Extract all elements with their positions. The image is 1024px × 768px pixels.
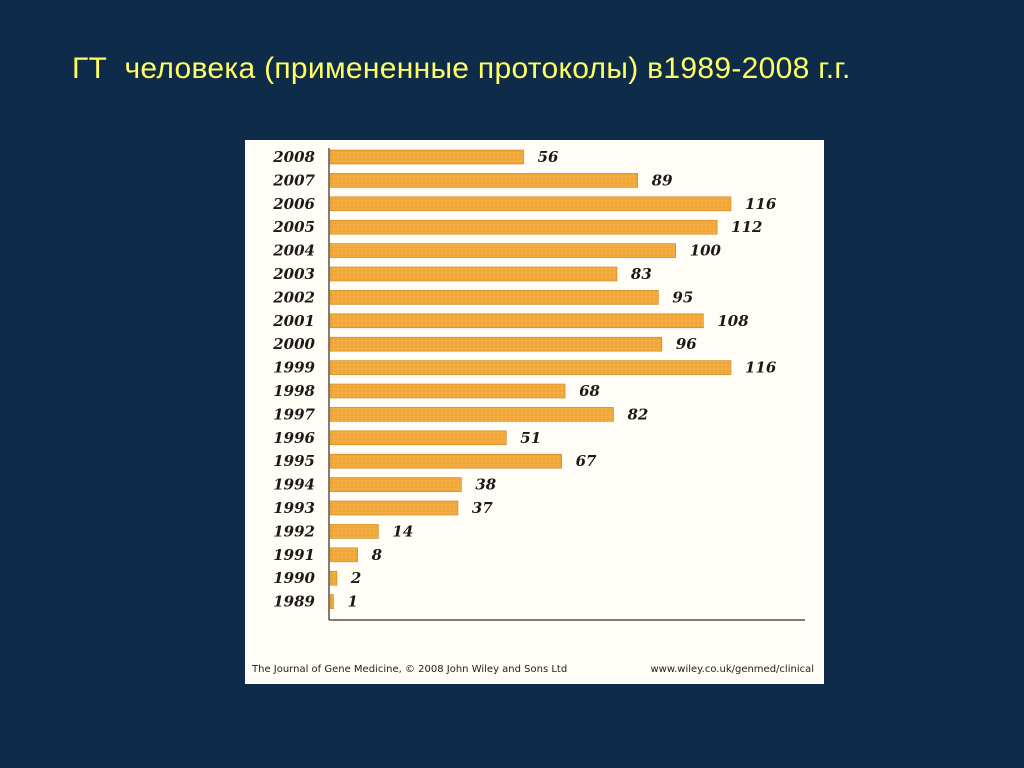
- year-tick-label: 2002: [272, 288, 315, 306]
- year-tick-label: 1990: [273, 569, 315, 587]
- year-tick-label: 2001: [272, 312, 315, 330]
- bar-1990: [329, 570, 338, 586]
- value-label-1996: 51: [520, 429, 541, 447]
- bar-1993: [329, 500, 459, 516]
- bar-2004: [329, 243, 676, 258]
- bar-2000: [329, 336, 663, 352]
- figure-credit: The Journal of Gene Medicine, © 2008 Joh…: [252, 664, 568, 675]
- year-tick-label: 1998: [273, 382, 315, 400]
- value-label-1995: 67: [576, 452, 597, 470]
- bar-2001: [329, 313, 704, 329]
- value-label-1993: 37: [472, 499, 493, 517]
- year-tick-label: 2006: [272, 195, 315, 213]
- year-tick-label: 2000: [272, 335, 315, 353]
- figure-source-url: www.wiley.co.uk/genmed/clinical: [650, 664, 815, 675]
- year-tick-label: 1997: [273, 405, 315, 423]
- value-label-1991: 8: [372, 546, 383, 564]
- year-tick-label: 1994: [273, 476, 315, 494]
- year-tick-label: 2007: [272, 171, 315, 189]
- year-tick-label: 1992: [273, 522, 315, 540]
- value-label-2004: 100: [690, 242, 722, 260]
- bar-2008: [329, 149, 524, 165]
- value-label-2000: 96: [676, 335, 697, 353]
- value-label-1994: 38: [475, 476, 496, 494]
- year-tick-label: 2008: [272, 148, 315, 166]
- year-tick-label: 2005: [272, 218, 315, 236]
- bar-1995: [329, 453, 562, 469]
- bar-1994: [329, 477, 462, 492]
- bar-chart: 2008 56 2007 89 2006 116 2005 112 2004 100 2003 83 2…: [272, 148, 805, 621]
- year-tick-label: 1991: [273, 546, 315, 564]
- value-label-2003: 83: [631, 265, 652, 283]
- bar-1996: [329, 430, 507, 446]
- value-label-1998: 68: [579, 382, 600, 400]
- year-tick-label: 2004: [272, 242, 315, 260]
- value-label-1997: 82: [627, 405, 648, 423]
- bar-1992: [329, 524, 379, 539]
- year-tick-label: 1989: [273, 593, 315, 611]
- value-label-2007: 89: [652, 171, 673, 189]
- value-label-2005: 112: [731, 218, 762, 236]
- bar-2006: [329, 196, 732, 212]
- year-tick-label: 1996: [273, 429, 315, 447]
- value-label-1990: 2: [350, 569, 361, 587]
- year-tick-label: 1999: [273, 359, 315, 377]
- value-label-2008: 56: [538, 148, 559, 166]
- chart-figure: 2008 56 2007 89 2006 116 2005 112 2004 100 2003 83 2…: [245, 140, 824, 684]
- bar-2007: [329, 173, 638, 188]
- bar-2005: [329, 219, 718, 235]
- bar-2002: [329, 290, 659, 305]
- bar-1997: [329, 407, 614, 422]
- bar-1991: [329, 547, 358, 563]
- slide-title: ГТ человека (примененные протоколы) в198…: [72, 52, 851, 85]
- bar-1998: [329, 383, 566, 399]
- value-label-1989: 1: [347, 593, 357, 611]
- bar-2003: [329, 266, 618, 282]
- value-label-2002: 95: [672, 288, 693, 306]
- year-tick-label: 2003: [272, 265, 315, 283]
- value-label-1999: 116: [745, 359, 777, 377]
- value-label-2006: 116: [745, 195, 777, 213]
- bar-1999: [329, 360, 732, 375]
- year-tick-label: 1993: [273, 499, 315, 517]
- year-tick-label: 1995: [273, 452, 315, 470]
- value-label-2001: 108: [717, 312, 749, 330]
- bar-1989: [329, 594, 334, 609]
- value-label-1992: 14: [392, 522, 413, 540]
